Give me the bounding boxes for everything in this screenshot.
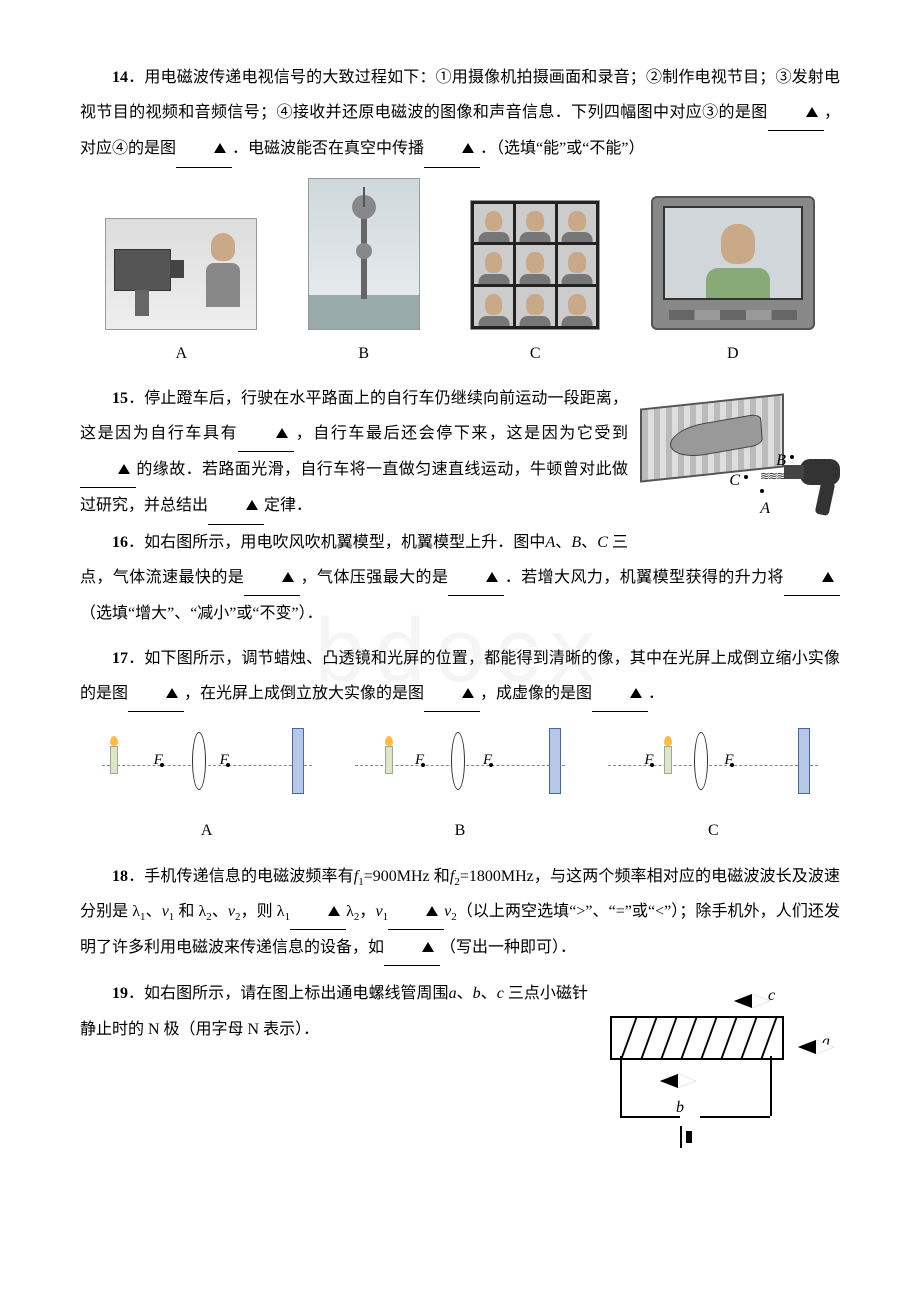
q17-text3: ，成虚像的是图 — [480, 685, 592, 702]
q14-blank1[interactable] — [768, 95, 824, 131]
question-14: 14．用电磁波传递电视信号的大致过程如下：①用摄像机拍摄画面和录音；②制作电视节… — [80, 60, 840, 371]
q15-text2: ，自行车最后还会停下来，这是因为它受到 — [294, 425, 628, 442]
question-15-16: ≋≋≋ A B C 15．停止蹬车后，行驶在水平路面上的自行车仍继续向前运动一段… — [80, 381, 840, 631]
q16-fig-labelA: A — [760, 491, 770, 526]
q16-text3: ，气体压强最大的是 — [300, 569, 448, 586]
q17-labelC: C — [608, 813, 818, 848]
q19-a: a — [449, 985, 457, 1002]
q15-text3: 的缘故．若路面光滑，自行车将一直做匀速直线运动，牛顿曾对此做过研究，并总结出 — [80, 461, 628, 514]
page-content: 14．用电磁波传递电视信号的大致过程如下：①用摄像机拍摄画面和录音；②制作电视节… — [80, 60, 840, 1152]
q18-eq1: =900MHz 和 — [364, 868, 450, 885]
q16-number: 16 — [112, 534, 128, 551]
q17-blank3[interactable] — [592, 676, 648, 712]
q14-labelA: A — [105, 336, 257, 371]
q14-imageC-box: C — [470, 200, 600, 371]
q16-figure: ≋≋≋ A B C — [640, 381, 840, 531]
q19-c: c — [497, 985, 504, 1002]
q17-blank1[interactable] — [128, 676, 184, 712]
person-icon — [204, 233, 242, 313]
question-18: 18．手机传递信息的电磁波频率有f1=900MHz 和f2=1800MHz，与这… — [80, 859, 840, 967]
q14-text1: ．用电磁波传递电视信号的大致过程如下：①用摄像机拍摄画面和录音；②制作电视节目；… — [80, 69, 840, 121]
q14-blank3[interactable] — [424, 131, 480, 167]
q14-imageB-box: B — [308, 178, 420, 371]
q17-diagC-box: F F C — [608, 722, 818, 848]
battery-icon — [680, 1118, 690, 1153]
q16-C: C — [597, 534, 608, 551]
compass-c-icon — [734, 994, 770, 1008]
q16-blank1[interactable] — [244, 560, 300, 596]
q18-text2: ，则 λ — [241, 903, 285, 920]
q14-labelC: C — [470, 336, 600, 371]
q18-v1b: v — [375, 903, 382, 920]
q17-diagA-box: F F A — [102, 722, 312, 848]
q18-v1: v — [162, 903, 169, 920]
q18-number: 18 — [112, 868, 128, 885]
q18-blank1[interactable] — [290, 894, 346, 930]
q17-text2: ，在光屏上成倒立放大实像的是图 — [184, 685, 424, 702]
q18-sep2: 、 — [212, 903, 228, 920]
hairdryer-icon: ≋≋≋ — [780, 459, 840, 519]
q15-blank1[interactable] — [238, 416, 294, 452]
q14-imageB — [308, 178, 420, 330]
q19-text1: ．如右图所示，请在图上标出通电螺线管周围 — [128, 985, 449, 1002]
q18-blank3[interactable] — [384, 930, 440, 966]
question-17: 17．如下图所示，调节蜡烛、凸透镜和光屏的位置，都能得到清晰的像，其中在光屏上成… — [80, 641, 840, 849]
q15-number: 15 — [112, 390, 128, 407]
q16-fig-labelB: B — [776, 443, 786, 478]
q18-text5: （写出一种即可）． — [440, 939, 576, 956]
q17-diagC: F F — [608, 722, 818, 807]
q14-labelD: D — [651, 336, 815, 371]
q14-blank2[interactable] — [176, 131, 232, 167]
compass-a-icon — [798, 1040, 834, 1054]
q17-blank2[interactable] — [424, 676, 480, 712]
q17-diagB: F F — [355, 722, 565, 807]
q18-blank2[interactable] — [388, 894, 444, 930]
q14-text3: ．电磁波能否在真空中传播 — [232, 140, 424, 157]
q18-and: 和 λ — [174, 903, 206, 920]
q14-imageD-box: D — [651, 196, 815, 371]
q18-v2: v — [228, 903, 235, 920]
q15-blank3[interactable] — [208, 488, 264, 524]
q16-blank2[interactable] — [448, 560, 504, 596]
q14-text4: ．（选填“能”或“不能”） — [480, 140, 644, 157]
q19-number: 19 — [112, 985, 128, 1002]
q14-imageC — [470, 200, 600, 330]
q15-text4: 定律． — [264, 497, 312, 514]
question-19: c a b 19．如右图所示，请在图上标出通电螺线管周围a、b、c 三点小磁针静… — [80, 976, 840, 1152]
compass-b-icon — [660, 1074, 696, 1088]
q14-image-row: A B C D — [80, 178, 840, 371]
q18-lambdaR: λ — [346, 903, 354, 920]
q17-diagram-row: F F A F F B F — [80, 722, 840, 848]
q17-number: 17 — [112, 650, 128, 667]
q19-figure: c a b — [600, 976, 840, 1146]
q16-text1: ．如右图所示，用电吹风吹机翼模型，机翼模型上升．图中 — [128, 534, 545, 551]
q15-blank2[interactable] — [80, 452, 136, 488]
q16-fig-labelC: C — [729, 463, 740, 498]
q14-labelB: B — [308, 336, 420, 371]
q19-b: b — [473, 985, 481, 1002]
q17-labelA: A — [102, 813, 312, 848]
q14-imageD — [651, 196, 815, 330]
q16-B: B — [571, 534, 581, 551]
camera-icon — [114, 249, 171, 291]
q16-text5: （选填“增大”、“减小”或“不变”）． — [80, 605, 323, 622]
q14-imageA — [105, 218, 257, 330]
solenoid-icon — [610, 1016, 784, 1060]
q18-text3: ， — [359, 903, 375, 920]
q17-diagA: F F — [102, 722, 312, 807]
q17-text4: ． — [648, 685, 664, 702]
q17-diagB-box: F F B — [355, 722, 565, 848]
q18-text1: ．手机传递信息的电磁波频率有 — [128, 868, 354, 885]
q18-sep1: 、 — [146, 903, 162, 920]
q16-A: A — [545, 534, 555, 551]
q16-text4: ．若增大风力，机翼模型获得的升力将 — [504, 569, 784, 586]
q16-blank3[interactable] — [784, 560, 840, 596]
q14-imageA-box: A — [105, 218, 257, 371]
q17-labelB: B — [355, 813, 565, 848]
q14-number: 14 — [112, 69, 128, 86]
